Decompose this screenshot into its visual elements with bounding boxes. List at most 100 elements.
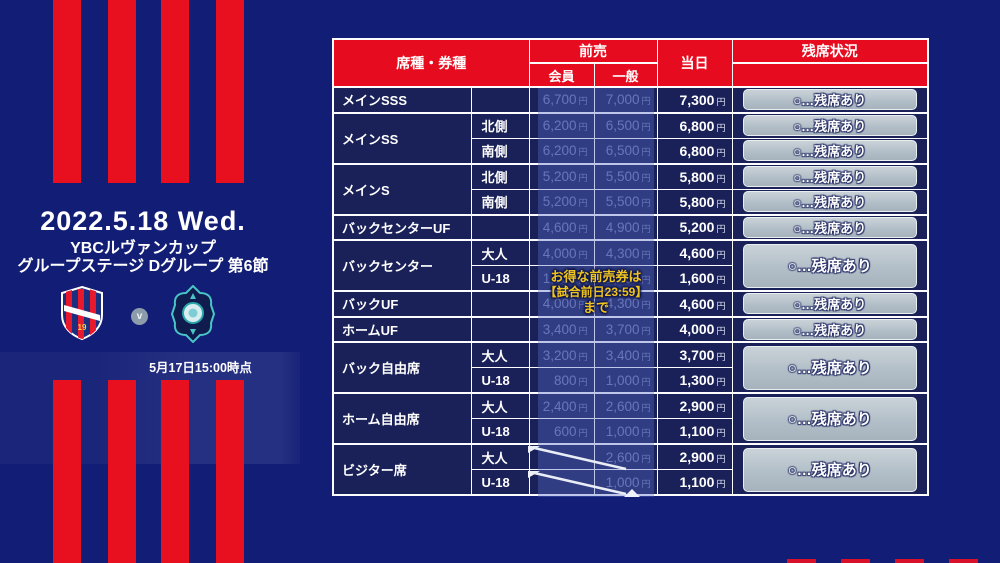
price-sameday-cell: 5,800 円	[656, 162, 733, 190]
yen-suffix: 円	[641, 325, 651, 336]
yen-suffix: 円	[641, 198, 651, 208]
price-sameday-cell: 1,100 円	[656, 469, 733, 496]
price-value: 1,600	[679, 270, 715, 286]
availability-button[interactable]: ○…残席あり	[742, 191, 917, 212]
price-value: 5,800	[679, 193, 715, 210]
price-general-cell: 1,300 円	[593, 265, 658, 292]
price-member-cell: 800 円	[528, 367, 595, 394]
red-stripe-tip	[895, 559, 924, 563]
price-member-cell: 6,200 円	[528, 111, 595, 139]
availability-button[interactable]: ○…残席あり	[742, 243, 917, 288]
availability-button[interactable]: ○…残席あり	[742, 166, 917, 187]
yen-suffix: 円	[578, 96, 588, 107]
fc-tokyo-crest-icon: 19	[61, 285, 103, 341]
availability-button[interactable]: ○…残席あり	[742, 396, 917, 441]
price-value: 3,700	[679, 347, 715, 363]
table-row: メインS 北側 5,200 円 5,500 円 5,800 円 ○…残席あり	[332, 162, 929, 215]
avispa-fukuoka-crest-icon	[170, 285, 216, 343]
yen-suffix: 円	[641, 351, 651, 362]
seat-name-cell: バック自由席	[332, 341, 472, 394]
price-general-cell: 1,000 円	[593, 367, 658, 394]
yen-suffix: 円	[716, 122, 726, 133]
price-value: 4,900	[605, 219, 640, 235]
availability-cell: ○…残席あり	[731, 392, 929, 445]
price-value: 4,600	[679, 295, 715, 312]
yen-suffix: 円	[578, 173, 588, 183]
seat-name-cell: ホームUF	[332, 315, 472, 343]
seat-name-cell: ビジター席	[332, 443, 472, 496]
yen-suffix: 円	[641, 300, 651, 311]
seat-subtype-cell: U-18	[470, 367, 530, 394]
yen-suffix: 円	[578, 427, 588, 438]
price-sameday-cell: 6,800 円	[656, 111, 733, 139]
yen-suffix: 円	[641, 427, 651, 438]
table-row: 南側 6,200 円 6,500 円 6,800 円 ○…残席あり	[333, 137, 929, 164]
price-sameday-cell: 5,200 円	[656, 213, 733, 241]
price-general-cell: 1,000 円	[593, 418, 658, 445]
seat-subtype-cell: 大人	[470, 239, 530, 266]
price-value: 4,600	[542, 219, 577, 235]
competition-stage: グループステージ Dグループ 第6節	[17, 258, 269, 275]
red-stripe-tip	[787, 559, 816, 563]
availability-cell: ○…残席あり	[731, 162, 929, 190]
availability-button[interactable]: ○…残席あり	[742, 293, 917, 315]
price-sameday-cell: 4,600 円	[656, 239, 733, 266]
price-general-cell: 7,000 円	[593, 86, 658, 113]
table-row: U-18 800 円 1,000 円 1,300 円	[333, 367, 928, 394]
price-member-cell: 600 円	[528, 418, 595, 445]
seat-subtype-cell	[470, 86, 530, 113]
price-sameday-cell: 1,100 円	[656, 418, 733, 445]
price-value: 4,000	[679, 321, 715, 338]
price-value: 5,500	[605, 194, 640, 209]
price-value: 1,000	[542, 270, 577, 286]
price-general-cell: 2,600 円	[593, 443, 658, 470]
table-row: ビジター席 大人 2,600 円 2,900 円 ○…残席あり	[332, 443, 929, 496]
price-member-cell: 4,000 円	[528, 239, 595, 266]
yen-suffix: 円	[716, 173, 726, 184]
seat-subtype-cell: 南側	[470, 137, 530, 164]
availability-button[interactable]: ○…残席あり	[742, 115, 917, 136]
availability-button[interactable]: ○…残席あり	[742, 318, 917, 340]
price-member-cell	[528, 443, 595, 470]
price-value: 2,600	[605, 449, 640, 465]
availability-button[interactable]: ○…残席あり	[742, 89, 917, 111]
price-member-cell: 4,000 円	[528, 290, 595, 317]
red-stripe	[53, 380, 81, 563]
price-value: 4,000	[542, 245, 577, 261]
price-general-cell: 5,500 円	[593, 188, 658, 215]
availability-button[interactable]: ○…残席あり	[742, 216, 917, 238]
availability-button[interactable]: ○…残席あり	[742, 140, 917, 161]
table-row: バック自由席 大人 3,200 円 3,400 円 3,700 円 ○…残席あり	[332, 341, 929, 394]
yen-suffix: 円	[578, 223, 588, 234]
yen-suffix: 円	[578, 300, 588, 311]
availability-button[interactable]: ○…残席あり	[742, 447, 917, 492]
price-general-cell: 4,300 円	[593, 239, 658, 266]
price-sameday-cell: 4,600 円	[656, 290, 733, 317]
seat-subtype-cell: 大人	[470, 443, 530, 470]
table-row: メインSS 北側 6,200 円 6,500 円 6,800 円 ○…残席あり	[332, 111, 929, 164]
price-value: 3,200	[542, 347, 577, 363]
yen-suffix: 円	[641, 478, 651, 489]
seat-subtype-cell: U-18	[470, 418, 530, 445]
table-row: U-18 1,000 円 1,300 円 1,600 円	[333, 265, 928, 292]
price-value: 4,300	[605, 296, 640, 312]
red-stripe	[216, 0, 244, 183]
price-value: 7,000	[605, 92, 640, 108]
seat-subtype-cell: 大人	[470, 341, 530, 368]
price-value: 5,500	[605, 169, 640, 184]
yen-suffix: 円	[716, 275, 726, 285]
price-value: 4,000	[542, 296, 577, 312]
price-value: 1,100	[679, 474, 715, 490]
yen-suffix: 円	[578, 274, 588, 285]
yen-suffix: 円	[641, 274, 651, 285]
price-value: 3,700	[605, 321, 640, 337]
price-general-cell: 6,500 円	[593, 111, 658, 139]
availability-cell: ○…残席あり	[731, 341, 929, 394]
yen-suffix: 円	[716, 300, 726, 311]
yen-suffix: 円	[641, 173, 651, 183]
red-stripe	[161, 0, 189, 183]
price-value: 1,300	[679, 372, 715, 388]
price-member-cell: 5,200 円	[528, 162, 595, 190]
price-member-cell: 6,700 円	[528, 86, 595, 113]
availability-button[interactable]: ○…残席あり	[742, 345, 917, 390]
